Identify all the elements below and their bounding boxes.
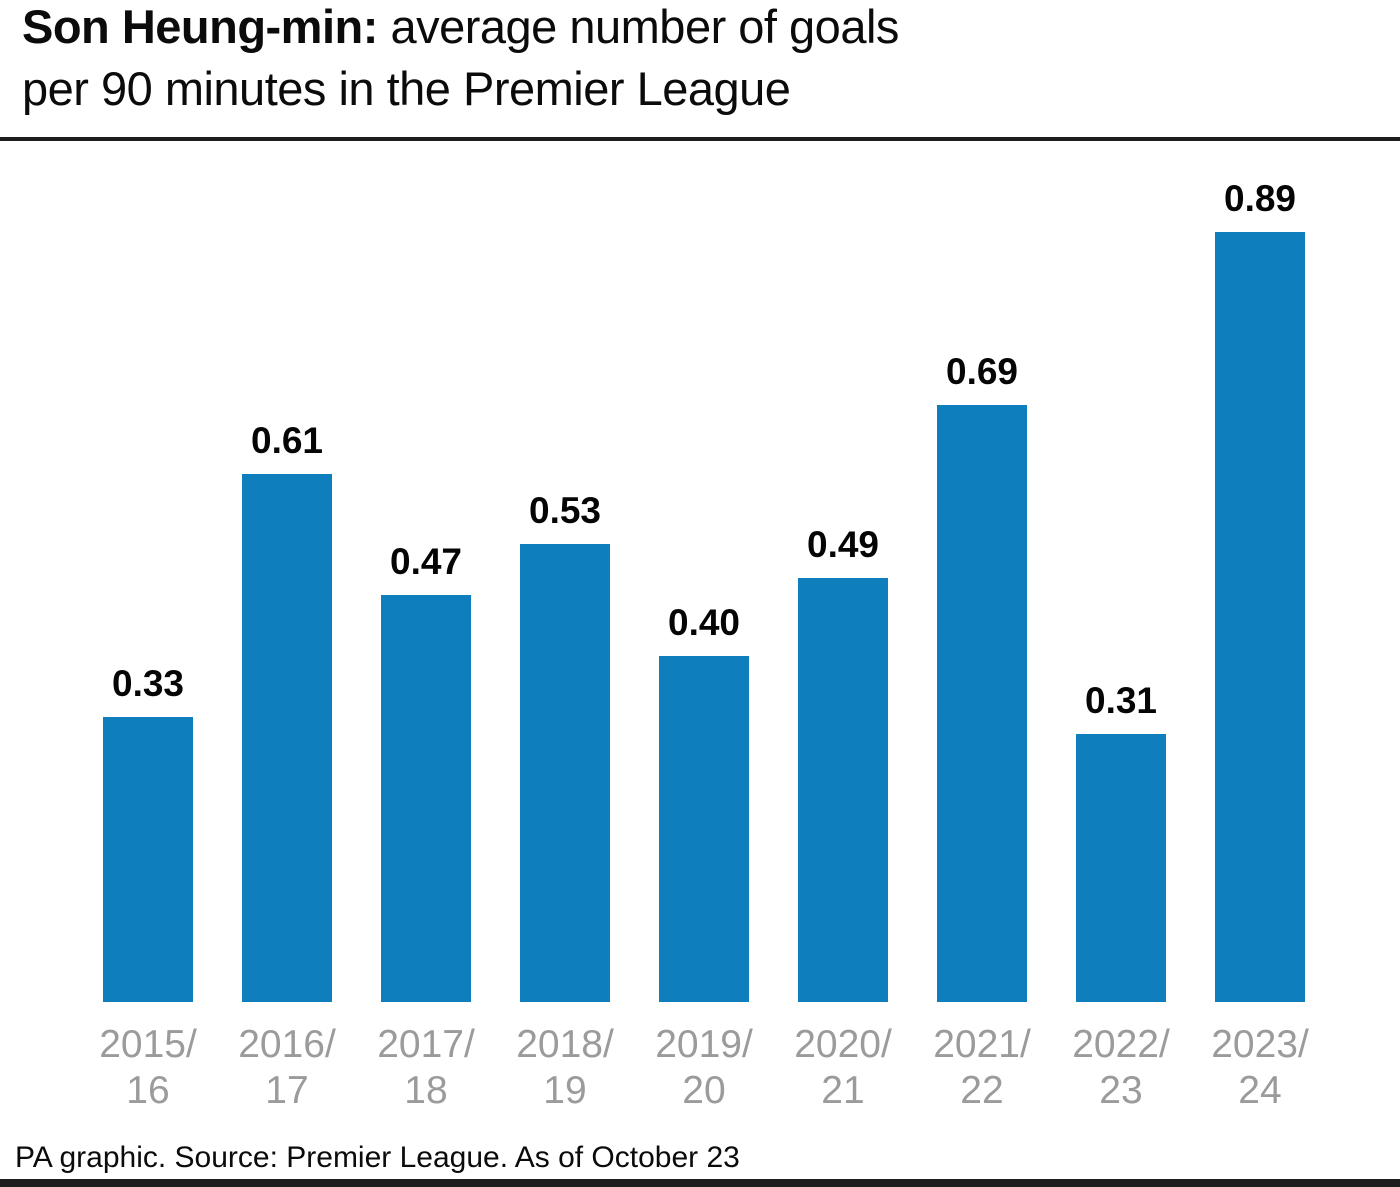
x-axis-label: 2021/ 22 — [933, 1023, 1031, 1112]
bar-group-2016/17: 0.61 2016/ 17 — [238, 0, 336, 1187]
x-axis-label: 2015/ 16 — [99, 1023, 197, 1112]
bar-value-label: 0.40 — [667, 602, 741, 643]
bar-group-2020/21: 0.49 2020/ 21 — [794, 0, 892, 1187]
bar-value-label: 0.49 — [806, 524, 880, 565]
bar-group-2017/18: 0.47 2017/ 18 — [377, 0, 475, 1187]
bar — [659, 656, 749, 1002]
bar — [1215, 232, 1305, 1002]
bar — [798, 578, 888, 1002]
x-axis-label: 2016/ 17 — [238, 1023, 336, 1112]
bar — [381, 595, 471, 1002]
bar-group-2018/19: 0.53 2018/ 19 — [516, 0, 614, 1187]
bar — [103, 717, 193, 1002]
x-axis-label: 2020/ 21 — [794, 1023, 892, 1112]
bar — [937, 405, 1027, 1002]
x-axis-label: 2018/ 19 — [516, 1023, 614, 1112]
bar-value-label: 0.69 — [945, 351, 1019, 392]
bar-value-label: 0.89 — [1223, 178, 1297, 219]
chart-title-line1: Son Heung-min: average number of goals — [22, 0, 1376, 58]
chart-title-subject: Son Heung-min: — [22, 0, 378, 53]
bar-value-label: 0.47 — [389, 541, 463, 582]
bottom-border-rule — [0, 1179, 1400, 1187]
bar-value-label: 0.61 — [250, 420, 324, 461]
x-axis-label: 2022/ 23 — [1072, 1023, 1170, 1112]
x-axis-label: 2017/ 18 — [377, 1023, 475, 1112]
bar-value-label: 0.53 — [528, 490, 602, 531]
bar-group-2022/23: 0.31 2022/ 23 — [1072, 0, 1170, 1187]
x-axis-label: 2019/ 20 — [655, 1023, 753, 1112]
bar — [520, 544, 610, 1002]
bar-group-2015/16: 0.33 2015/ 16 — [99, 0, 197, 1187]
bar-group-2023/24: 0.89 2023/ 24 — [1211, 0, 1309, 1187]
source-caption: PA graphic. Source: Premier League. As o… — [15, 1141, 740, 1174]
chart-title: Son Heung-min: average number of goals p… — [22, 0, 1376, 120]
bar — [242, 474, 332, 1002]
bar-group-2019/20: 0.40 2019/ 20 — [655, 0, 753, 1187]
bar — [1076, 734, 1166, 1002]
bar-group-2021/22: 0.69 2021/ 22 — [933, 0, 1031, 1187]
x-axis-label: 2023/ 24 — [1211, 1023, 1309, 1112]
chart-title-line2: per 90 minutes in the Premier League — [22, 62, 791, 115]
bar-value-label: 0.33 — [111, 663, 185, 704]
chart-title-description-part1: average number of goals — [377, 0, 899, 53]
bar-value-label: 0.31 — [1084, 680, 1158, 721]
title-separator-rule — [0, 137, 1400, 141]
